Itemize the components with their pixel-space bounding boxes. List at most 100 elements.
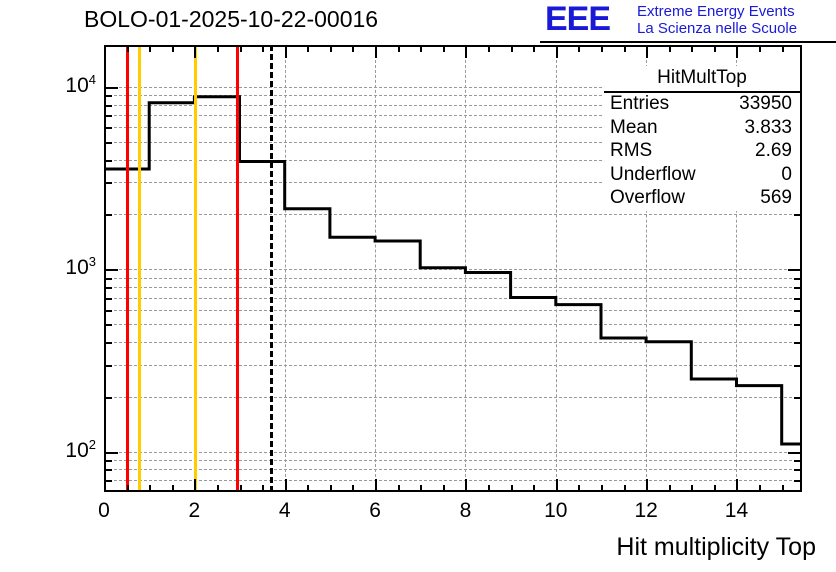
x-axis-tick-top bbox=[216, 45, 219, 52]
y-axis-tick bbox=[104, 479, 112, 482]
x-axis-tick bbox=[442, 485, 445, 492]
x-axis-tick-top bbox=[329, 45, 332, 52]
histogram-plot bbox=[104, 45, 802, 492]
y-axis-tick-mantissa: 10 bbox=[65, 74, 89, 97]
y-axis-tick-right bbox=[788, 451, 802, 454]
y-axis-tick bbox=[104, 324, 112, 327]
histogram-outline bbox=[104, 95, 802, 492]
x-axis-tick bbox=[216, 485, 219, 492]
x-axis-tick bbox=[759, 485, 762, 492]
x-axis-tick-top bbox=[510, 45, 513, 52]
y-axis-tick-right bbox=[794, 364, 802, 367]
y-axis-tick bbox=[104, 309, 112, 312]
x-axis-tick-top bbox=[307, 45, 310, 52]
y-axis-tick-right bbox=[794, 297, 802, 300]
y-axis-tick bbox=[104, 364, 112, 367]
x-axis-tick bbox=[262, 485, 265, 492]
y-axis-tick bbox=[104, 297, 112, 300]
histogram-steps bbox=[104, 95, 802, 492]
y-axis-tick-mantissa: 10 bbox=[65, 438, 89, 462]
x-axis-tick bbox=[646, 479, 649, 492]
x-axis-tick-top bbox=[555, 45, 558, 58]
eee-logo-mark: EEE bbox=[545, 0, 611, 38]
y-axis-tick bbox=[104, 115, 112, 118]
x-axis-tick bbox=[126, 485, 129, 492]
x-axis-tick-top bbox=[533, 45, 536, 52]
x-axis-tick bbox=[352, 485, 355, 492]
y-axis-tick bbox=[104, 396, 112, 399]
grid-line-horizontal bbox=[104, 459, 802, 461]
grid-line-vertical bbox=[646, 45, 648, 492]
y-axis-tick bbox=[104, 104, 112, 107]
y-axis-tick-exponent: 4 bbox=[88, 72, 96, 87]
x-axis-tick-top bbox=[646, 45, 649, 58]
x-axis-tick-label: 0 bbox=[98, 499, 110, 522]
yellow-line-low bbox=[137, 45, 141, 492]
grid-line-horizontal bbox=[104, 451, 802, 453]
grid-line-horizontal bbox=[104, 127, 802, 129]
x-axis-tick-top bbox=[759, 45, 762, 52]
y-axis-tick-right bbox=[794, 309, 802, 312]
x-axis-tick bbox=[307, 485, 310, 492]
eee-logo-line1: Extreme Energy Events bbox=[637, 3, 795, 20]
x-axis-tick-top bbox=[578, 45, 581, 52]
grid-line-vertical bbox=[555, 45, 557, 492]
x-axis-tick-top bbox=[375, 45, 378, 58]
x-axis-tick-label: 8 bbox=[459, 499, 472, 522]
y-axis-tick-exponent: 3 bbox=[88, 254, 96, 270]
grid-line-horizontal bbox=[104, 364, 802, 366]
grid-line-horizontal bbox=[104, 286, 802, 288]
x-axis-tick-top bbox=[691, 45, 694, 52]
x-axis-tick-top bbox=[194, 45, 197, 58]
y-axis-tick-right bbox=[788, 269, 802, 272]
y-axis-tick-right bbox=[794, 324, 802, 327]
y-axis-tick-label: 103 bbox=[36, 254, 96, 280]
y-axis-tick-right bbox=[794, 277, 802, 280]
stats-row-value: 0 bbox=[781, 163, 792, 185]
mean-line bbox=[269, 45, 273, 492]
y-axis-tick-right bbox=[794, 214, 802, 217]
grid-line-horizontal bbox=[104, 297, 802, 299]
x-axis-tick bbox=[713, 485, 716, 492]
y-axis-tick-mantissa: 10 bbox=[65, 256, 89, 280]
stats-row-value: 569 bbox=[760, 187, 792, 208]
x-axis-tick-top bbox=[352, 45, 355, 52]
x-axis-tick-top bbox=[736, 45, 739, 58]
y-axis-tick bbox=[104, 87, 118, 89]
x-axis-tick-top bbox=[420, 45, 423, 52]
x-axis-tick-top bbox=[465, 45, 468, 58]
x-axis-tick bbox=[533, 485, 536, 492]
x-axis-tick-top bbox=[623, 45, 626, 52]
x-axis-tick-top bbox=[600, 45, 603, 52]
x-axis-tick bbox=[781, 485, 784, 492]
x-axis-tick bbox=[578, 485, 581, 492]
x-axis-tick bbox=[465, 479, 468, 492]
x-axis-tick-top bbox=[713, 45, 716, 52]
grid-line-vertical bbox=[375, 45, 377, 492]
grid-line-horizontal bbox=[104, 159, 802, 161]
yellow-line-high bbox=[193, 45, 197, 492]
stats-row: Overflow 569 bbox=[604, 186, 800, 209]
grid-line-horizontal bbox=[104, 277, 802, 279]
x-axis-tick bbox=[623, 485, 626, 492]
grid-line-vertical bbox=[284, 45, 286, 492]
grid-line-horizontal bbox=[104, 95, 802, 97]
x-axis-tick-label: 14 bbox=[724, 499, 749, 522]
y-axis-tick bbox=[104, 469, 112, 472]
y-axis-tick-right bbox=[794, 341, 802, 344]
x-axis-tick bbox=[691, 485, 694, 492]
stats-row-value: 33950 bbox=[739, 93, 792, 114]
x-axis-tick bbox=[149, 485, 152, 492]
grid-line-horizontal bbox=[104, 87, 802, 88]
y-axis-tick bbox=[104, 159, 112, 162]
stats-row-key: Mean bbox=[610, 116, 658, 138]
grid-line-horizontal bbox=[104, 341, 802, 343]
y-axis-tick bbox=[104, 182, 112, 185]
x-axis-tick-label: 4 bbox=[278, 499, 291, 522]
stats-row: Entries 33950 bbox=[604, 92, 800, 115]
x-axis-tick-top bbox=[262, 45, 265, 52]
x-axis-tick bbox=[488, 485, 490, 492]
x-axis-tick bbox=[420, 485, 423, 492]
x-axis-tick-label: 12 bbox=[634, 499, 658, 522]
